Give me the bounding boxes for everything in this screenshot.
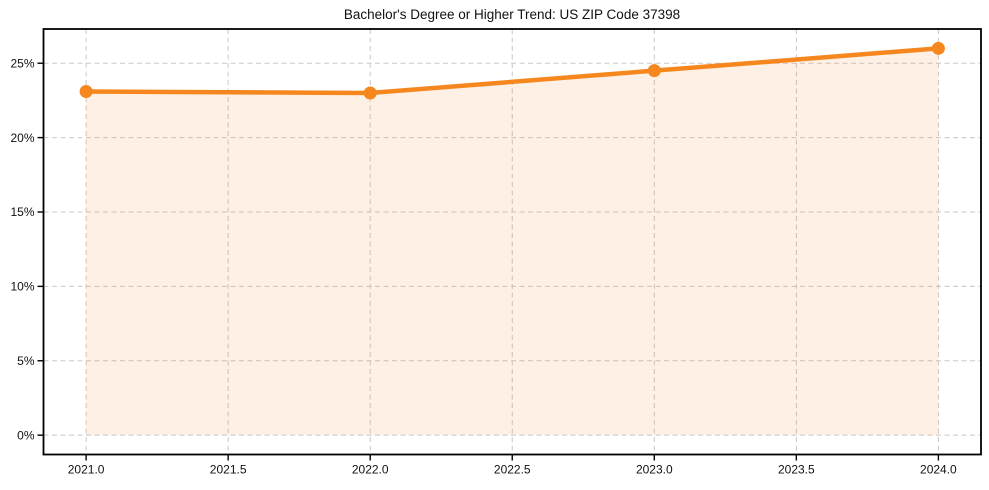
gridlines bbox=[43, 29, 981, 455]
data-point-marker bbox=[363, 86, 377, 100]
data-point-marker bbox=[79, 84, 93, 98]
chart-title: Bachelor's Degree or Higher Trend: US ZI… bbox=[344, 7, 680, 22]
area-series bbox=[86, 48, 939, 436]
x-tick-label: 2024.0 bbox=[920, 463, 957, 477]
y-tick-labels: 0% 5% 10% 15% 20% 25% bbox=[10, 56, 34, 442]
x-tick-label: 2022.5 bbox=[494, 463, 531, 477]
y-tick-label: 5% bbox=[17, 354, 35, 368]
trend-line bbox=[83, 46, 941, 96]
axes bbox=[37, 28, 982, 461]
data-point-marker bbox=[647, 64, 661, 78]
area-fill bbox=[86, 48, 939, 436]
line-series bbox=[83, 46, 941, 96]
x-tick-label: 2021.0 bbox=[68, 463, 105, 477]
x-tick-label: 2023.5 bbox=[778, 463, 815, 477]
x-tick-labels: 2021.0 2021.5 2022.0 2022.5 2023.0 2023.5 2024… bbox=[68, 463, 957, 477]
y-tick-label: 10% bbox=[10, 280, 34, 294]
y-tick-label: 15% bbox=[10, 205, 34, 219]
x-tick-label: 2021.5 bbox=[210, 463, 247, 477]
y-tick-label: 20% bbox=[10, 131, 34, 145]
y-tick-label: 25% bbox=[10, 56, 34, 70]
x-tick-label: 2023.0 bbox=[636, 463, 673, 477]
markers bbox=[79, 41, 945, 100]
x-tick-label: 2022.0 bbox=[352, 463, 389, 477]
y-tick-label: 0% bbox=[17, 428, 35, 442]
data-point-marker bbox=[931, 41, 945, 55]
